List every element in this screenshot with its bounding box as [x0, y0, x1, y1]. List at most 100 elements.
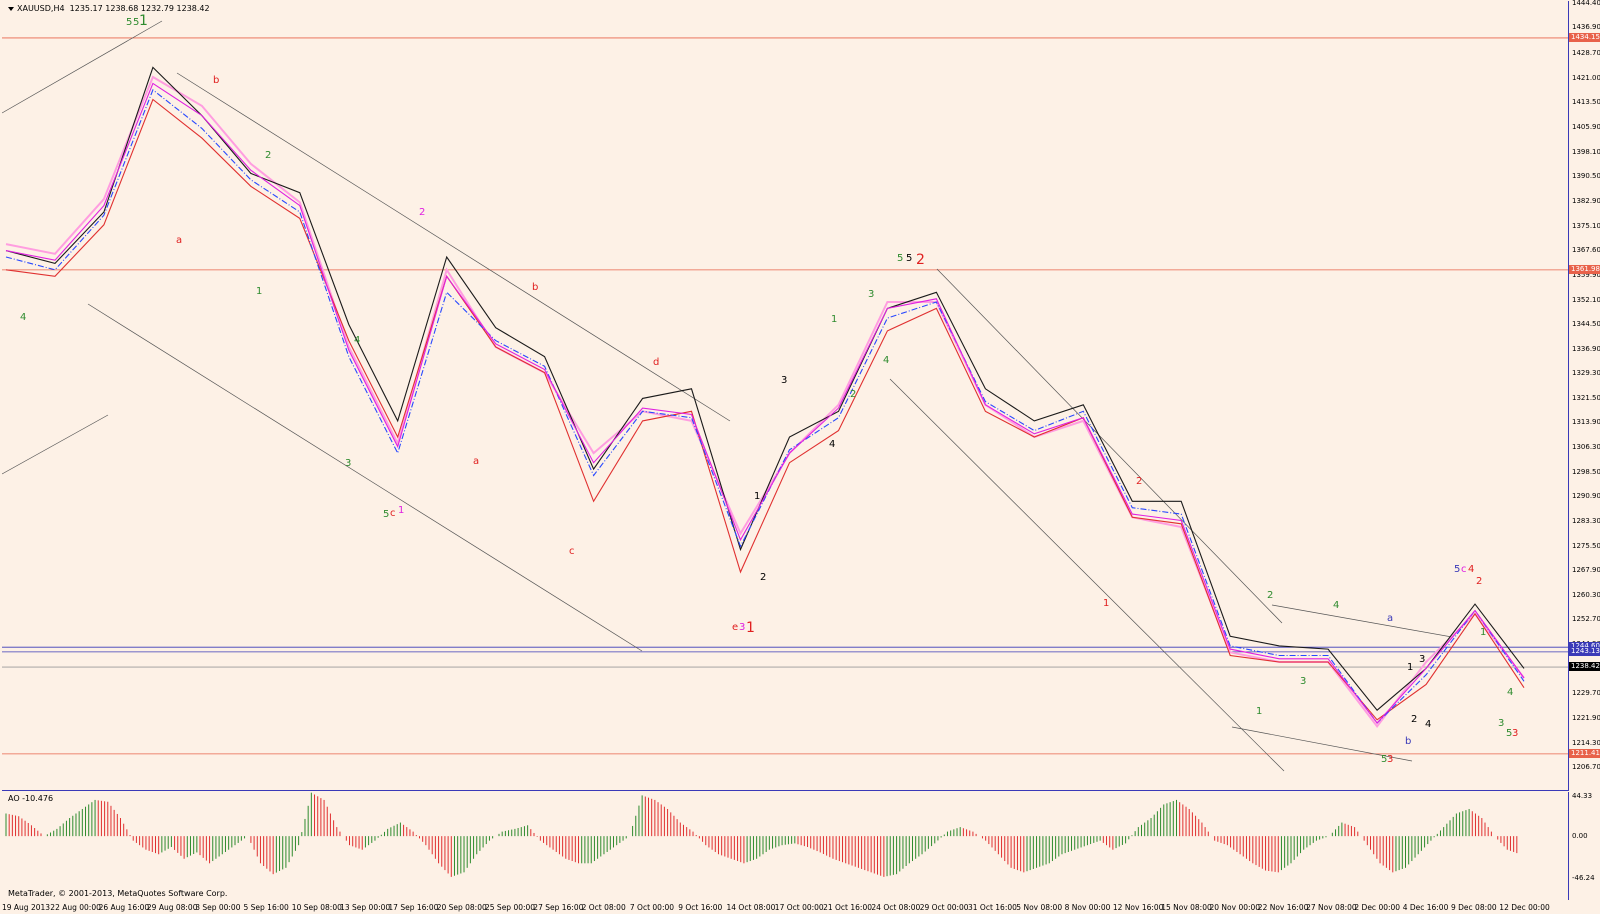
time-tick-label: 25 Sep 00:00 — [485, 903, 536, 912]
time-tick-label: 26 Aug 16:00 — [98, 903, 150, 912]
price-tick-label: 1390.50 — [1572, 172, 1600, 181]
time-tick-label: 20 Nov 00:00 — [1209, 903, 1261, 912]
time-tick-label: 20 Sep 08:00 — [436, 903, 487, 912]
wave-count-label: 3 — [1512, 728, 1519, 739]
ao-histogram-canvas — [5, 792, 1518, 877]
price-tick-label: 1382.90 — [1572, 196, 1600, 205]
time-tick-label: 17 Oct 00:00 — [774, 903, 824, 912]
price-tick-label: 1405.90 — [1572, 122, 1600, 131]
price-level-tag: 1211.41 — [1569, 748, 1600, 758]
price-tick-label: 1214.30 — [1572, 738, 1600, 747]
price-tick-label: 1221.90 — [1572, 714, 1600, 723]
wave-count-label: b — [213, 75, 220, 86]
time-tick-label: 14 Oct 08:00 — [726, 903, 776, 912]
wave-count-label: a — [473, 456, 480, 467]
wave-count-label: c — [1461, 564, 1467, 575]
time-tick-label: 12 Nov 16:00 — [1112, 903, 1164, 912]
wave-count-label: 3 — [1419, 654, 1426, 665]
time-tick-label: 7 Oct 00:00 — [629, 903, 675, 912]
wave-count-label: c — [569, 546, 575, 557]
time-tick-label: 8 Nov 00:00 — [1064, 903, 1111, 912]
ao-tick-label: 0.00 — [1572, 832, 1588, 841]
wave-count-label: 5 — [133, 17, 140, 28]
time-tick-label: 15 Nov 08:00 — [1161, 903, 1212, 912]
price-series-line-4 — [5, 82, 1525, 724]
wave-count-label: 2 — [760, 572, 767, 583]
price-tick-label: 1352.10 — [1572, 295, 1600, 304]
price-tick-label: 1329.30 — [1572, 368, 1600, 377]
triangle-down-icon[interactable] — [8, 6, 14, 11]
time-tick-label: 21 Oct 16:00 — [823, 903, 872, 912]
wave-count-label: 4 — [20, 312, 27, 323]
price-level-tag: 1238.42 — [1569, 662, 1600, 672]
trend-channel-line — [2, 414, 109, 475]
price-tick-label: 1344.50 — [1572, 320, 1600, 329]
time-axis: 19 Aug 2013 22 Aug 00:00 26 Aug 16:00 29 Au… — [0, 902, 1568, 914]
time-tick-label: 2 Dec 00:00 — [1354, 903, 1401, 912]
trend-channel-line — [1231, 726, 1413, 762]
ao-indicator-panel[interactable]: AO -10.476 MetaTrader, © 2001-2013, Meta… — [2, 792, 1569, 900]
price-tick-label: 1367.60 — [1572, 245, 1600, 254]
wave-count-label: d — [653, 357, 660, 368]
price-axis: 1444.40 1436.90 1428.70 1421.00 1413.50 1405.… — [1569, 0, 1600, 790]
price-series-line-1 — [5, 66, 1525, 711]
price-tick-label: 1413.50 — [1572, 98, 1600, 107]
price-tick-label: 1444.40 — [1572, 0, 1600, 7]
time-tick-label: 2 Oct 08:00 — [581, 903, 626, 912]
wave-count-label: 4 — [1507, 687, 1514, 698]
wave-count-label: 2 — [1411, 714, 1418, 725]
wave-count-label: 2 — [1476, 576, 1483, 587]
wave-count-label: 5 — [126, 17, 133, 28]
price-level-tag: 1244.60 — [1569, 642, 1600, 652]
price-tick-label: 1359.90 — [1572, 270, 1600, 279]
time-tick-label: 27 Nov 08:00 — [1306, 903, 1357, 912]
trend-channel-line — [1271, 604, 1453, 638]
time-tick-label: 9 Dec 08:00 — [1451, 903, 1497, 912]
price-tick-label: 1275.50 — [1572, 541, 1600, 550]
trend-channel-line — [889, 378, 1285, 772]
time-tick-label: 10 Sep 08:00 — [291, 903, 342, 912]
price-series-line-2 — [5, 98, 1525, 721]
price-tick-label: 1313.90 — [1572, 418, 1600, 427]
price-chart-panel[interactable]: XAUUSD,H4 1235.17 1238.68 1232.79 1238.4… — [2, 1, 1569, 791]
wave-count-label: 3 — [1498, 718, 1505, 729]
time-tick-label: 13 Sep 00:00 — [340, 903, 391, 912]
wave-count-label: 3 — [1387, 754, 1394, 765]
time-tick-label: 9 Oct 16:00 — [678, 903, 723, 912]
price-tick-label: 1375.10 — [1572, 221, 1600, 230]
wave-count-label: 5 — [1454, 564, 1461, 575]
price-chart-canvas — [2, 20, 1568, 772]
price-tick-label: 1267.90 — [1572, 566, 1600, 575]
wave-count-label: 5 — [897, 253, 904, 264]
wave-count-label: 1 — [1480, 627, 1487, 638]
wave-count-label: 1 — [1103, 598, 1110, 609]
wave-count-label: 4 — [1468, 564, 1475, 575]
time-tick-label: 5 Sep 16:00 — [243, 903, 289, 912]
wave-count-label: 3 — [868, 289, 875, 300]
time-tick-label: 31 Oct 16:00 — [968, 903, 1017, 912]
wave-count-label: 3 — [781, 375, 788, 386]
wave-count-label: 1 — [139, 13, 148, 29]
wave-count-label: 4 — [354, 335, 361, 346]
wave-count-label: 1 — [398, 505, 405, 516]
wave-count-label: 1 — [746, 620, 755, 636]
price-tick-label: 1336.90 — [1572, 344, 1600, 353]
time-tick-label: 19 Aug 2013 — [2, 903, 51, 912]
price-series-line-3 — [5, 89, 1525, 724]
trend-channel-line — [176, 72, 731, 422]
wave-count-label: 1 — [831, 314, 838, 325]
chart-header: XAUUSD,H4 1235.17 1238.68 1232.79 1238.4… — [8, 4, 210, 13]
price-level-tag: 1434.15 — [1569, 32, 1600, 42]
ao-tick-label: 44.33 — [1572, 792, 1593, 800]
wave-count-label: 1 — [256, 286, 263, 297]
time-tick-label: 22 Aug 00:00 — [50, 903, 101, 912]
wave-count-label: 5 — [906, 253, 913, 264]
time-tick-label: 24 Oct 08:00 — [871, 903, 921, 912]
time-tick-label: 29 Aug 08:00 — [146, 903, 198, 912]
wave-count-label: 5 — [383, 509, 390, 520]
chart-ohlc: 1235.17 1238.68 1232.79 1238.42 — [69, 4, 210, 13]
trend-channel-line — [936, 268, 1283, 624]
wave-count-label: 2 — [265, 150, 272, 161]
trend-channel-line — [87, 303, 643, 652]
time-tick-label: 12 Dec 00:00 — [1499, 903, 1550, 912]
